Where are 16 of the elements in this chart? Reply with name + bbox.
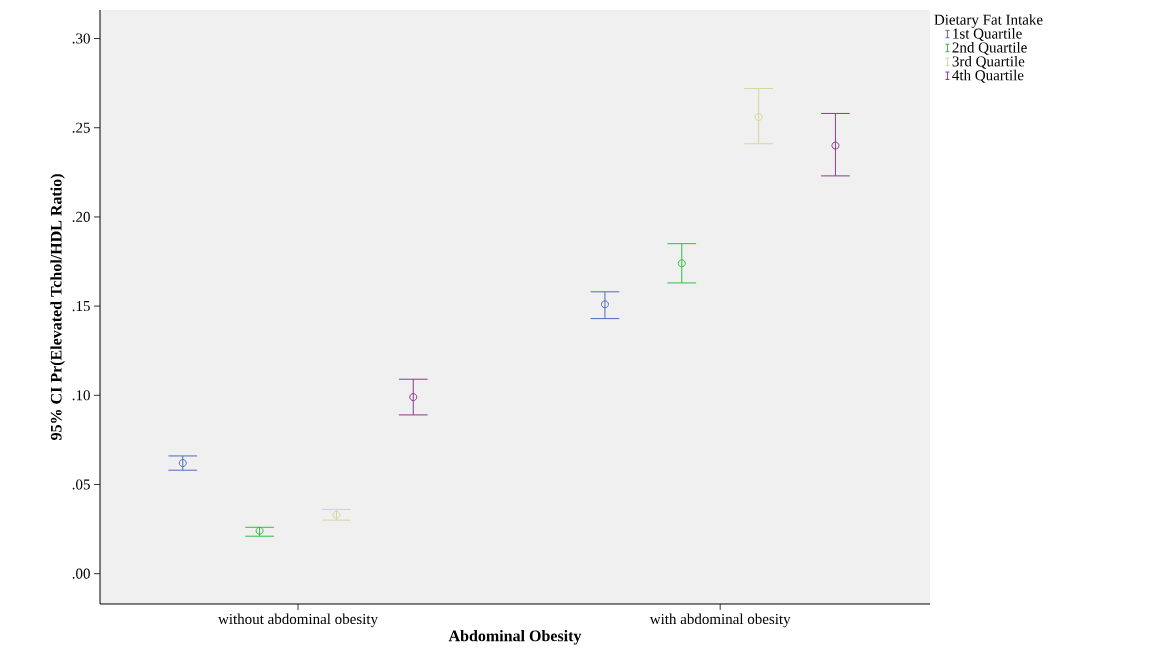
legend-label: 3rd Quartile [952,55,1025,69]
y-tick-label: .25 [72,122,90,133]
y-tick-label: .10 [72,390,90,401]
legend-label: 1st Quartile [953,28,1022,41]
x-tick-label: with abdominal obesity [649,613,791,628]
x-tick-label: without abdominal obesity [218,613,378,628]
legend-label: 4th Quartile [952,69,1024,83]
x-axis-title: Abdominal Obesity [448,630,582,645]
y-tick-label: .30 [72,33,90,44]
legend-title: Dietary Fat Intake [934,14,1043,28]
y-tick-label: .20 [72,211,90,223]
y-tick-label: .00 [72,568,90,579]
y-axis-title: 95% CI Pr(Elevated Tchol/HDL Ratio) [50,174,65,441]
y-tick-label: .15 [72,301,90,312]
legend-label: 2nd Quartile [952,42,1027,55]
y-tick-label: .05 [72,479,90,490]
